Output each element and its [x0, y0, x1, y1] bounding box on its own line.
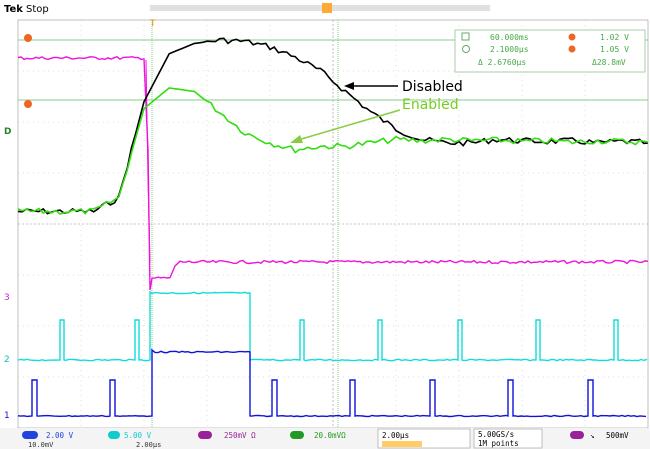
disabled-label: Disabled	[402, 79, 463, 95]
ch1-scale: 2.00 V	[46, 431, 74, 440]
ch2-badge[interactable]	[108, 431, 120, 439]
record-position-marker[interactable]	[322, 3, 332, 13]
cursor-dt-value: Δ 2.6760µs	[478, 58, 526, 67]
disabled-arrowhead	[344, 82, 354, 90]
trigger-slope-icon: ↘	[590, 431, 595, 440]
cursor-readout: 60.000ms 2.1000µs Δ 2.6760µs 1.02 V 1.05…	[454, 29, 646, 73]
timebase[interactable]: 2.00µs	[382, 431, 409, 440]
ch3-waveform	[17, 55, 649, 291]
trigger-source-badge[interactable]	[570, 431, 584, 439]
record-length: 1M points	[478, 439, 519, 448]
cursor-v2-icon	[568, 45, 576, 53]
trigger-level: 500mV	[606, 431, 629, 440]
ch4-badge[interactable]	[290, 431, 304, 439]
cursor-v2-value: 1.05 V	[600, 45, 629, 54]
ch2-scale: 5.00 V	[124, 431, 152, 440]
trigger-marker[interactable]: T	[149, 19, 156, 29]
waveform-layer	[17, 55, 649, 418]
ch1-marker[interactable]: 1	[4, 411, 10, 421]
ch4-scale: 20.0mVΩ	[314, 431, 346, 440]
series-layer	[17, 37, 649, 215]
series-line-enabled	[17, 87, 649, 215]
ch2-marker[interactable]: 2	[4, 355, 10, 365]
ch1-waveform	[17, 348, 647, 418]
ch3-marker[interactable]: 3	[4, 293, 10, 303]
sample-rate: 5.00GS/s	[478, 430, 514, 439]
cursor-v1-icon	[568, 33, 576, 41]
enabled-label: Enabled	[402, 97, 459, 113]
ch3-scale: 250mV Ω	[224, 431, 256, 440]
status-bar: 2.00 V 5.00 V 250mV Ω 20.0mVΩ 2.00µs 5.0…	[0, 428, 650, 449]
cursor-t1-value: 60.000ms	[490, 33, 529, 42]
ch2-sub-scale: 2.00µs	[136, 441, 161, 449]
ch3-badge[interactable]	[198, 431, 212, 439]
cursor-dv-value: Δ28.8mV	[592, 58, 626, 67]
cursor-v1-value: 1.02 V	[600, 33, 629, 42]
brand-label: Tek	[4, 4, 23, 15]
record-position-bar	[150, 5, 490, 11]
ch2-waveform	[17, 290, 648, 362]
ch3-transition	[145, 59, 151, 263]
ch1-sub-scale: 10.0mV	[28, 441, 54, 449]
enabled-arrowhead	[290, 135, 303, 143]
ch1-badge[interactable]	[22, 431, 38, 439]
ch4-marker[interactable]: D	[4, 127, 11, 137]
enabled-arrow	[297, 109, 401, 141]
cursor-t2-value: 2.1000µs	[490, 45, 529, 54]
cursor-marker-1[interactable]	[24, 34, 32, 42]
horizontal-position-indicator[interactable]	[382, 441, 422, 447]
cursor-t2-icon	[462, 45, 470, 53]
cursor-marker-2[interactable]	[24, 100, 32, 108]
cursor-t1-icon	[461, 32, 470, 41]
acquisition-mode: Stop	[26, 4, 49, 15]
